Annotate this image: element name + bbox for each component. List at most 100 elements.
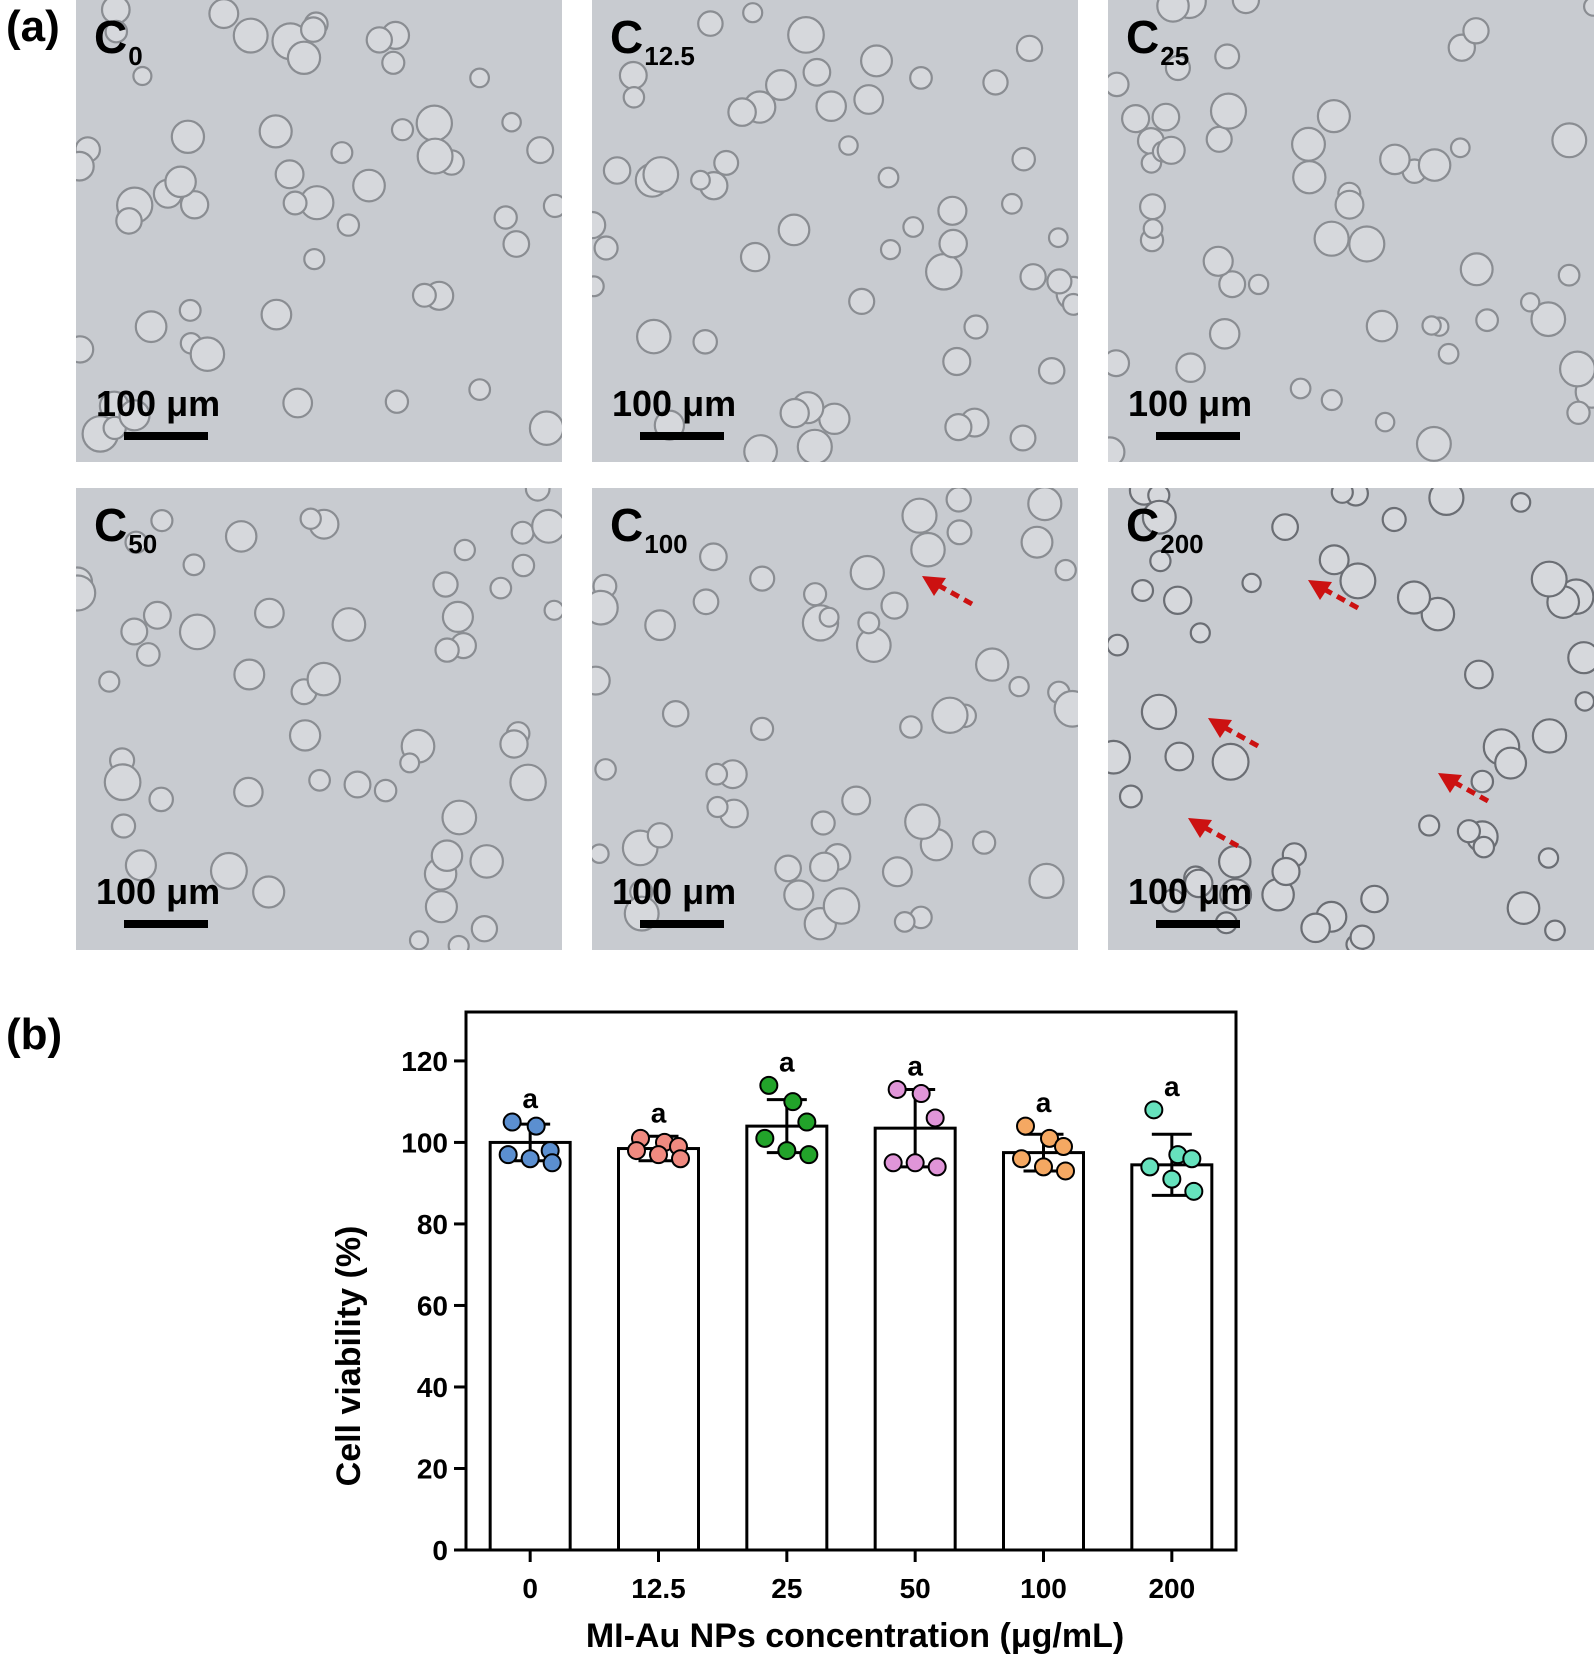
cell xyxy=(1506,891,1541,926)
cell xyxy=(1219,878,1253,912)
cell xyxy=(306,661,342,697)
cell xyxy=(1140,693,1178,731)
cell xyxy=(1019,263,1047,291)
cell xyxy=(1551,122,1588,159)
cell xyxy=(282,190,308,216)
cell xyxy=(179,190,210,220)
cell xyxy=(468,378,492,402)
arrow-shaft xyxy=(1450,778,1490,804)
scale-bar xyxy=(640,920,724,928)
cell xyxy=(802,57,832,87)
cell xyxy=(1459,252,1494,287)
cell xyxy=(1583,0,1594,17)
data-point xyxy=(1184,1181,1204,1201)
arrow-shaft xyxy=(1320,585,1360,611)
viability-bar-chart: Cell viability (%) MI-Au NPs concentrati… xyxy=(330,1010,1238,1655)
scale-bar-label: 100 μm xyxy=(96,383,221,424)
cell xyxy=(777,213,811,247)
cell xyxy=(963,314,989,340)
cell xyxy=(208,0,240,30)
cell xyxy=(1211,742,1250,781)
data-point xyxy=(783,1092,803,1112)
cell xyxy=(441,799,478,836)
arrow-head xyxy=(1188,818,1212,838)
cell xyxy=(1009,424,1037,452)
cell xyxy=(1271,513,1300,541)
cell xyxy=(944,413,973,442)
cell xyxy=(253,597,285,629)
cell xyxy=(124,530,148,554)
cell xyxy=(76,150,95,182)
cell xyxy=(765,68,798,101)
cell-texture xyxy=(592,2,1078,462)
cell xyxy=(365,26,393,54)
cell xyxy=(118,399,151,432)
data-point xyxy=(502,1112,522,1132)
cell xyxy=(424,890,458,924)
cell xyxy=(1421,315,1442,336)
cell xyxy=(853,84,885,115)
cell xyxy=(1360,884,1389,914)
panel-b-label: (b) xyxy=(6,1010,63,1059)
cell xyxy=(178,298,202,322)
micrograph-label: C12.5 xyxy=(610,11,695,71)
x-tick-label: 0 xyxy=(522,1573,538,1604)
cell xyxy=(841,785,872,816)
cell xyxy=(189,336,226,373)
cell xyxy=(705,762,729,786)
cell xyxy=(1313,220,1350,257)
cell xyxy=(142,600,172,630)
cell xyxy=(134,310,168,344)
cell xyxy=(774,854,803,883)
cell xyxy=(1053,689,1078,728)
cell xyxy=(233,658,266,691)
cell xyxy=(1015,34,1044,63)
data-point xyxy=(498,1145,518,1165)
cell xyxy=(1417,148,1452,182)
cell xyxy=(115,207,143,235)
cell xyxy=(909,65,933,90)
cell xyxy=(849,554,885,591)
cell xyxy=(330,141,354,165)
arrow-shaft xyxy=(1200,823,1240,849)
cell xyxy=(434,637,460,663)
cell xyxy=(76,574,97,612)
x-tick-label: 50 xyxy=(900,1573,931,1604)
arrow-shaft xyxy=(1220,723,1260,749)
data-point xyxy=(755,1128,775,1148)
cell xyxy=(288,719,322,752)
cell xyxy=(453,538,476,562)
cell xyxy=(493,205,518,230)
bar xyxy=(873,1126,957,1552)
x-axis-title: MI-Au NPs concentration (μg/mL) xyxy=(586,1617,1124,1655)
cell xyxy=(415,104,453,142)
data-point xyxy=(649,1145,668,1165)
cell xyxy=(1420,596,1456,632)
data-point xyxy=(1144,1100,1164,1120)
cell xyxy=(252,875,286,909)
cell xyxy=(1530,560,1568,598)
cell xyxy=(182,553,206,577)
cell xyxy=(233,776,264,808)
significance-letter: a xyxy=(522,1083,538,1114)
cell xyxy=(232,17,269,54)
cell xyxy=(300,16,327,43)
cell xyxy=(924,252,963,291)
data-point xyxy=(671,1149,690,1169)
scale-bar xyxy=(640,432,724,440)
cell xyxy=(98,670,121,693)
cell xyxy=(646,822,674,849)
x-tick-label: 25 xyxy=(771,1573,802,1604)
data-point xyxy=(1182,1149,1202,1169)
cell xyxy=(1108,436,1126,462)
cell xyxy=(1118,784,1143,809)
cell xyxy=(592,843,610,864)
data-point xyxy=(1162,1169,1182,1189)
cell xyxy=(1396,580,1432,615)
cell xyxy=(931,696,969,734)
cell xyxy=(706,795,729,819)
arrow-head xyxy=(922,576,946,596)
data-point xyxy=(797,1112,817,1132)
data-point xyxy=(520,1149,540,1169)
micrograph-label: C100 xyxy=(610,499,688,559)
